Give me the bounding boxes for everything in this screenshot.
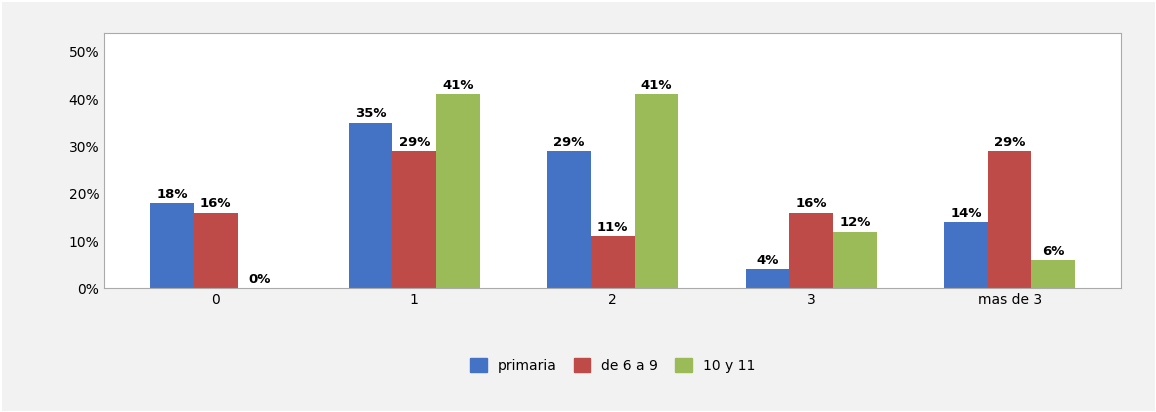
Bar bbox=[150, 203, 194, 288]
Text: 29%: 29% bbox=[554, 136, 585, 149]
Text: 0%: 0% bbox=[249, 273, 271, 286]
Bar bbox=[392, 151, 436, 288]
Bar bbox=[987, 151, 1031, 288]
Bar bbox=[1031, 260, 1075, 288]
Bar bbox=[833, 232, 876, 288]
Text: 35%: 35% bbox=[355, 108, 386, 120]
Text: 29%: 29% bbox=[399, 136, 430, 149]
Text: 4%: 4% bbox=[756, 254, 779, 267]
Bar bbox=[746, 269, 790, 288]
Legend: primaria, de 6 a 9, 10 y 11: primaria, de 6 a 9, 10 y 11 bbox=[465, 353, 761, 379]
Bar bbox=[436, 94, 480, 288]
Bar bbox=[349, 123, 392, 288]
Text: 6%: 6% bbox=[1042, 245, 1065, 258]
Bar bbox=[635, 94, 679, 288]
Text: 41%: 41% bbox=[640, 79, 672, 92]
Text: 16%: 16% bbox=[795, 197, 827, 211]
Text: 41%: 41% bbox=[442, 79, 474, 92]
Text: 14%: 14% bbox=[950, 207, 981, 220]
Bar bbox=[944, 222, 987, 288]
Bar bbox=[591, 236, 635, 288]
Text: 18%: 18% bbox=[156, 188, 188, 201]
Bar bbox=[547, 151, 591, 288]
Text: 11%: 11% bbox=[596, 221, 629, 234]
Bar bbox=[194, 213, 238, 288]
Text: 29%: 29% bbox=[994, 136, 1025, 149]
Bar bbox=[790, 213, 833, 288]
Text: 16%: 16% bbox=[200, 197, 231, 211]
Text: 12%: 12% bbox=[839, 216, 870, 229]
